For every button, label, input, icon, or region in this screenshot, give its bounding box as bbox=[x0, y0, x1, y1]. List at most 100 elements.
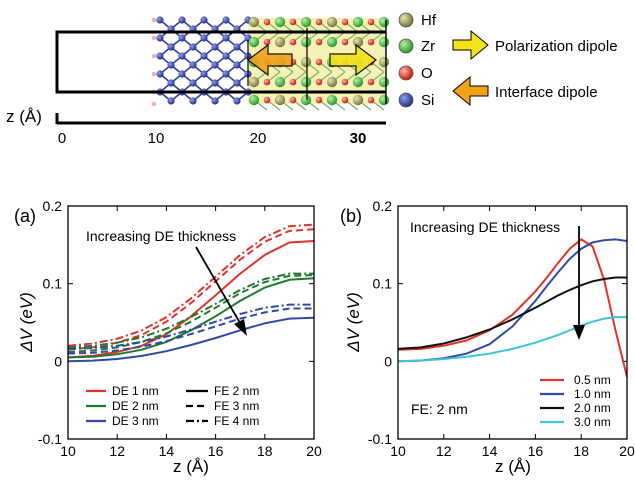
o-atom bbox=[315, 38, 323, 46]
panel-b-ytick-label: 0.2 bbox=[373, 198, 393, 214]
panel-a-xtick-label: 16 bbox=[208, 443, 224, 459]
panel-a-annotation: Increasing DE thickness bbox=[86, 228, 236, 244]
si-atom bbox=[222, 16, 230, 24]
metal-atom bbox=[300, 56, 312, 68]
o-atom bbox=[341, 18, 349, 26]
si-atom bbox=[178, 52, 186, 60]
si-atom bbox=[156, 70, 164, 78]
series-line-de-1-nm-fe-3-nm bbox=[68, 228, 314, 351]
o-atom bbox=[263, 18, 271, 26]
o-atom bbox=[315, 78, 323, 86]
panel-a-xlabel: z (Å) bbox=[173, 457, 209, 476]
polarization-dipole-arrow bbox=[329, 43, 377, 77]
si-atom bbox=[233, 97, 241, 105]
panel-a-label: (a) bbox=[14, 206, 36, 226]
zr-ball-icon bbox=[398, 38, 414, 54]
metal-atom bbox=[352, 76, 364, 88]
panel-a-xtick-label: 20 bbox=[306, 443, 322, 459]
o-atom bbox=[289, 78, 297, 86]
series-line-de-3-nm-fe-2-nm bbox=[68, 316, 314, 363]
metal-atom bbox=[300, 94, 312, 106]
metal-atom bbox=[248, 16, 260, 28]
metal-atom bbox=[378, 56, 390, 68]
si-atom bbox=[211, 61, 219, 69]
series-line-3.0-nm bbox=[398, 316, 627, 363]
metal-atom bbox=[352, 36, 364, 48]
panel-a-ytick-label: 0.2 bbox=[43, 198, 63, 214]
panel-a-ytick-label: -0.1 bbox=[38, 431, 62, 447]
panel-a-ticks: 10 12 14 16 18 20 -0.1 0 0.1 0.2 bbox=[38, 198, 322, 459]
panel-b-ylabel-text: ΔV (eV) bbox=[344, 292, 363, 353]
metal-atom bbox=[274, 36, 286, 48]
interface-dipole-arrow bbox=[247, 43, 293, 77]
metal-atom bbox=[326, 76, 338, 88]
metal-atom bbox=[248, 94, 260, 106]
panel-a-xtick-label: 14 bbox=[159, 443, 175, 459]
structure-illustration bbox=[55, 16, 390, 111]
o-atom bbox=[151, 71, 157, 77]
si-atom bbox=[222, 70, 230, 78]
legend-hf: Hf bbox=[398, 12, 437, 29]
panel-b-ytick-label: 0.1 bbox=[373, 276, 393, 292]
polarization-dipole-label: Polarization dipole bbox=[495, 38, 618, 55]
o-atom bbox=[367, 18, 375, 26]
metal-atom bbox=[378, 76, 390, 88]
si-atom bbox=[178, 70, 186, 78]
o-atom bbox=[315, 18, 323, 26]
panel-b-label: (b) bbox=[340, 206, 362, 226]
si-atom bbox=[200, 34, 208, 42]
o-atom bbox=[367, 96, 375, 104]
si-atom bbox=[222, 34, 230, 42]
metal-atom bbox=[248, 76, 260, 88]
si-atom bbox=[211, 43, 219, 51]
panel-a: (a) ΔV (eV) z (Å) 10 12 14 16 18 20 -0.1 0 0.1 0.… bbox=[14, 198, 322, 476]
panel-b-xtick-label: 20 bbox=[619, 443, 635, 459]
o-atom bbox=[151, 53, 157, 59]
si-atom bbox=[189, 97, 197, 105]
atom-legend: Hf Zr O Si bbox=[398, 12, 437, 109]
o-atom bbox=[289, 38, 297, 46]
series-line-de-2-nm-fe-4-nm bbox=[68, 272, 314, 349]
panel-b-xtick-label: 18 bbox=[573, 443, 589, 459]
panel-a-xtick-label: 18 bbox=[257, 443, 273, 459]
panel-a-series bbox=[68, 223, 314, 363]
metal-atom bbox=[300, 76, 312, 88]
panel-a-ytick-label: 0 bbox=[54, 353, 62, 369]
si-atom bbox=[189, 43, 197, 51]
metal-atom bbox=[300, 36, 312, 48]
metal-atom bbox=[248, 36, 260, 48]
si-atom bbox=[200, 52, 208, 60]
panel-a-xtick-label: 12 bbox=[109, 443, 125, 459]
si-atom bbox=[233, 61, 241, 69]
panel-b-trend-arrowhead bbox=[573, 325, 585, 340]
metal-atom bbox=[378, 94, 390, 106]
si-atom bbox=[189, 79, 197, 87]
si-atom bbox=[178, 34, 186, 42]
panel-a-trend-arrowhead bbox=[234, 319, 247, 336]
si-atom bbox=[233, 79, 241, 87]
panel-a-ylabel-text: ΔV (eV) bbox=[17, 292, 36, 353]
o-atom bbox=[341, 38, 349, 46]
si-ball-icon bbox=[398, 92, 414, 108]
hf-ball-icon bbox=[398, 12, 414, 28]
o-atom bbox=[367, 38, 375, 46]
si-atom bbox=[178, 16, 186, 24]
polarization-arrow-icon bbox=[452, 29, 489, 61]
metal-atom bbox=[352, 94, 364, 106]
hf-label: Hf bbox=[421, 12, 437, 29]
z-tick-0: 0 bbox=[58, 130, 66, 147]
panel-b-xtick-label: 12 bbox=[436, 443, 452, 459]
legend-si: Si bbox=[398, 92, 434, 109]
dipole-legend: Polarization dipole Interface dipole bbox=[452, 29, 618, 107]
o-atom bbox=[367, 78, 375, 86]
slab-outline bbox=[55, 30, 386, 94]
si-atom bbox=[167, 43, 175, 51]
si-atom bbox=[156, 16, 164, 24]
o-atom bbox=[289, 96, 297, 104]
panel-a-ylabel: ΔV (eV) bbox=[17, 292, 36, 353]
panel-b-frame bbox=[397, 205, 628, 440]
interface-dipole-label: Interface dipole bbox=[495, 84, 598, 101]
metal-atom bbox=[326, 16, 338, 28]
